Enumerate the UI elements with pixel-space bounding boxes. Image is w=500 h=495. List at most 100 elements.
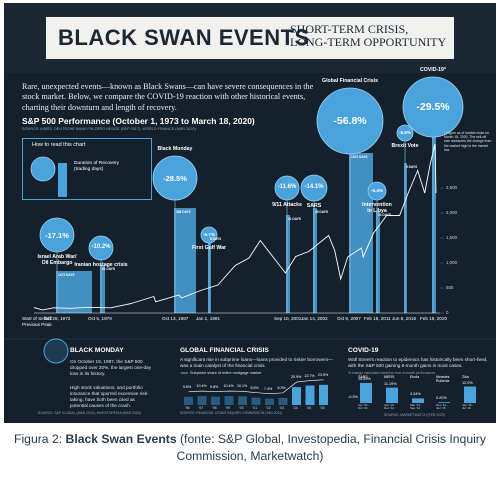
howto-bar (58, 163, 67, 197)
y-tick-label: 1,500 (446, 235, 457, 240)
black-monday-source: SOURCE: S&P GLOBAL (MAR 2020), INVESTOPE… (38, 411, 141, 415)
event-recovery-days: 1475 DAYS (58, 273, 75, 277)
event-name: Black Monday (157, 146, 193, 152)
event-date: Oct 5, 1979 (88, 316, 112, 321)
covid-panel-source: SOURCE: MARKETWATCH (FEB 2020) (384, 413, 445, 417)
event-bubble (200, 226, 218, 244)
event-name: Global Financial Crisis (322, 78, 378, 84)
event-bubble (88, 235, 114, 261)
event-date: Jun 8, 2016 (392, 316, 417, 321)
event-date: Oct 13, 1987 (162, 316, 189, 321)
covid-period-label: Dec '14 - Jun '15 (436, 403, 448, 411)
event-recovery-days: 49 DAYS (315, 210, 328, 214)
gfc-legend: Subprime share of entire mortgage market (190, 371, 262, 375)
event-selloff-pct: -14.1% (304, 184, 324, 191)
black-monday-title: BLACK MONDAY (70, 347, 124, 354)
gfc-bar-label: 20.9% (291, 375, 302, 380)
event-recovery-days: 398 DAYS (176, 210, 191, 214)
event-name: First Gulf War (191, 245, 227, 251)
covid-bar-label: 14.59% (358, 376, 371, 381)
gfc-bar (278, 397, 288, 405)
gfc-bar (251, 397, 261, 405)
gfc-bar-label: 23.5% (318, 372, 329, 377)
covid-note: * Figure as of market close on March 18,… (444, 131, 492, 152)
intro-text: Rare, unexpected events—known as Black S… (22, 82, 314, 112)
gfc-year-label: '97 (198, 406, 204, 410)
event-selloff-pct: -29.5% (416, 100, 450, 113)
event-recovery-days: 31 DAYS (288, 217, 301, 221)
gfc-bar (184, 396, 193, 405)
gfc-bar (305, 385, 315, 405)
event-duration-bar (432, 123, 436, 313)
event-date: Jan 14, 2003 (301, 316, 328, 321)
event-duration-bar (313, 208, 317, 313)
covid-epidemic-name: Measles Rubeola (436, 375, 450, 383)
event-selloff-pct: -11.6% (277, 184, 297, 191)
caption-bold: Black Swan Events (65, 432, 177, 446)
sp500-price-line (33, 143, 437, 311)
gfc-bar-label: 8.3% (277, 385, 286, 390)
gfc-bar (292, 387, 301, 405)
covid-period-label: Jan '16 - Jul '16 (462, 403, 474, 411)
y-tick-label: 2,000 (446, 210, 457, 215)
event-date: Sep 10, 2001 (274, 316, 302, 321)
covid-panel-text: Wall Street's reaction to epidemics has … (348, 357, 488, 368)
howto-title: How to read this chart (32, 142, 86, 148)
gfc-title: GLOBAL FINANCIAL CRISIS (180, 347, 269, 354)
event-name: Iranian hostage crisis (74, 262, 128, 268)
event-selloff-pct: -17.1% (45, 230, 69, 240)
gfc-bar (211, 396, 220, 405)
event-duration-bar (376, 211, 380, 313)
chart-title: S&P 500 Performance (October 1, 1973 to … (22, 116, 255, 126)
covid-bar-label: 12.0% (462, 380, 473, 385)
gfc-year-label: '01 (252, 406, 258, 410)
covid-epidemic-name: MERS (384, 375, 395, 379)
covid-period-label: Mar '14 - Sep '14 (410, 403, 422, 411)
event-selloff-pct: -5.6% (398, 130, 411, 136)
event-duration-bar (56, 271, 92, 313)
black-monday-text1: On October 19, 1987, the S&P 500 dropped… (70, 359, 152, 376)
event-duration-bar (404, 163, 407, 313)
event-bubble (152, 155, 198, 201)
event-selloff-pct: -6.4% (370, 188, 383, 194)
gfc-bar (197, 396, 207, 405)
gfc-bar-label: 7.4% (264, 386, 273, 391)
event-recovery-days: 51 DAYS (102, 267, 115, 271)
title-box (46, 17, 454, 59)
gfc-bar-label: 22.7% (304, 373, 315, 378)
event-bubble (316, 87, 384, 155)
event-bubble (300, 174, 328, 202)
event-name: Israel Arab War/ Oil Embargo (37, 254, 77, 266)
gfc-bar (238, 396, 247, 405)
event-date: Feb 18, 2011 (364, 316, 391, 321)
covid-bar (438, 402, 450, 403)
event-name: Brexit Vote (391, 143, 419, 149)
covid-period-label: Jun '12 - Dec '12 (384, 403, 396, 411)
event-bubble (396, 124, 414, 142)
covid-epidemic-name: Ebola (410, 375, 420, 379)
event-selloff-pct: -10.2% (91, 244, 111, 251)
event-duration-bar (349, 153, 373, 313)
covid-bar (412, 398, 424, 403)
howto-bubble (30, 156, 56, 182)
gfc-year-label: '99 (225, 406, 231, 410)
caption-rest: (fonte: S&P Global, Investopedia, Financ… (176, 432, 486, 463)
covid-bar (360, 382, 372, 403)
gfc-bar-label: 9.6% (183, 384, 192, 389)
infographic-poster: BLACK SWAN EVENTS SHORT-TERM CRISIS, LON… (4, 3, 496, 423)
event-recovery-days: 14 DAYS (378, 213, 391, 217)
y-tick-label: 0 (446, 310, 449, 315)
covid-panel-subtitle: % change calculated based on end of mont… (348, 371, 435, 375)
gfc-bar (319, 384, 328, 405)
main-title: BLACK SWAN EVENTS (58, 25, 310, 50)
event-duration-bar (286, 215, 290, 313)
black-monday-text2: High stock valuations, and portfolio ins… (70, 385, 149, 408)
covid-bar-label: 0.20% (436, 396, 447, 401)
y-tick-label: 1,000 (446, 260, 457, 265)
start-of-selloff-label: Start of Selloff/ Previous Peak (22, 316, 53, 327)
gfc-year-label: '96 (185, 406, 190, 410)
chart-source: SOURCE: AIMSS, DEUTSCHE BANK FIN ZERO HE… (22, 127, 196, 131)
covid-period-label: Apr '03 - Oct '03 (358, 403, 370, 411)
y-tick-label: 2,500 (446, 185, 457, 190)
event-bubble (402, 76, 464, 138)
